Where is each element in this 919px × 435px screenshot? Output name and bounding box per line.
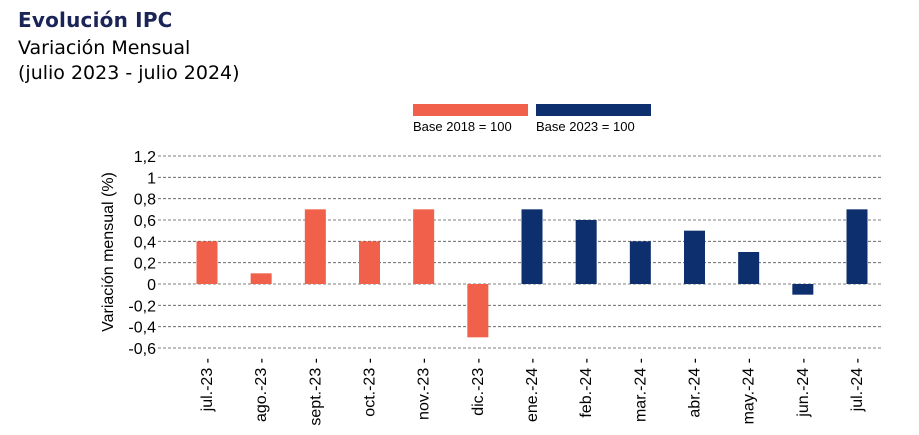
bar-sept.-23 [304,209,326,284]
bar-nov.-23 [413,209,435,284]
x-tick-label: feb.-24 - [578,358,595,418]
bar-jul.-24 [846,209,868,284]
x-tick-label: abr.-24 - [687,358,704,418]
y-tick-label: 0,6 [134,213,156,230]
legend-swatch-2 [536,104,651,116]
bar-feb.-24 [575,220,597,284]
y-tick-label: 1 [147,170,156,187]
legend-swatch-1 [413,104,528,116]
y-tick-label: 0,4 [134,234,156,251]
y-tick-label: -0,2 [128,298,156,315]
x-tick-label: nov.-23 - [416,358,433,420]
bar-ago.-23 [250,273,272,284]
x-tick-label: ene.-24 - [524,358,541,422]
y-tick-label: 1,2 [134,149,156,166]
y-tick-label: 0,8 [134,192,156,209]
x-tick-label: jul.-23 - [199,358,216,412]
bar-jun.-24 [792,284,814,295]
legend-label-2: Base 2023 = 100 [536,119,635,134]
bar-dic.-23 [467,284,489,338]
bar-oct.-23 [359,241,380,284]
bar-jul.-23 [196,241,218,284]
chart-subtitle: Variación Mensual [18,37,191,59]
x-tick-label: oct.-23 - [362,358,379,417]
x-tick-label: may.-24 - [741,358,758,424]
x-tick-label: jul.-24 - [849,358,866,412]
y-tick-label: 0 [147,277,156,294]
x-tick-label: sept.-23 - [307,358,324,426]
x-tick-label: mar.-24 - [632,358,649,422]
x-tick-label: jun.-24 - [795,358,812,418]
chart-title: Evolución IPC [18,8,173,32]
x-axis-ticks: jul.-23 - ago.-23 - sept.-23 - oct.-23 - nov… [199,358,866,426]
legend: Base 2018 = 100 Base 2023 = 100 [413,104,651,134]
grid-lines [158,155,882,349]
y-axis-title: Variación mensual (%) [100,172,117,332]
y-tick-label: 0,2 [134,256,156,273]
x-tick-label: ago.-23 - [253,358,270,422]
bar-abr.-24 [684,230,705,284]
bar-mar.-24 [629,241,651,284]
legend-label-1: Base 2018 = 100 [413,119,512,134]
x-tick-label: dic.-23 - [470,358,487,416]
y-tick-label: -0,4 [128,320,156,337]
bar-ene.-24 [521,209,543,284]
bar-may.-24 [738,252,760,284]
bars [196,209,868,338]
chart-period: (julio 2023 - julio 2024) [18,62,240,84]
y-tick-label: -0,6 [128,341,156,358]
y-axis-ticks: 1,2 1 0,8 0,6 0,4 0,2 0 -0,2 -0,4 -0,6 [128,149,156,358]
